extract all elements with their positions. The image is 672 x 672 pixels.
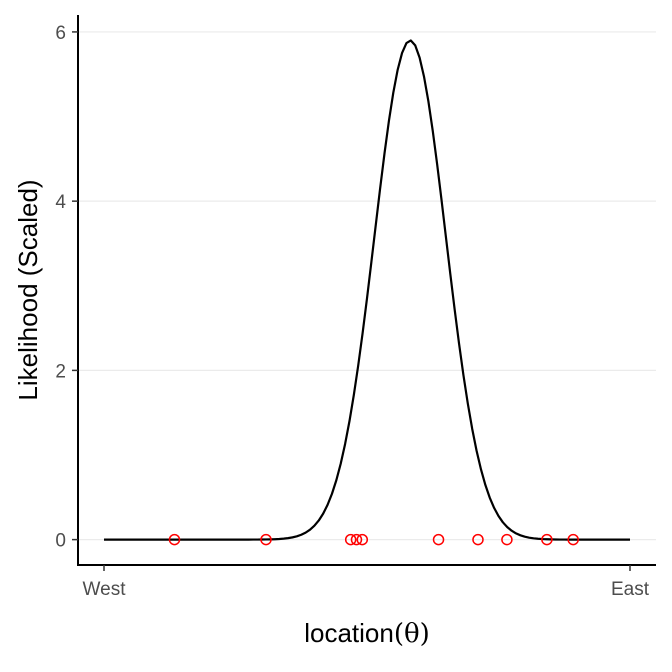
- likelihood-curve-layer: [104, 39, 630, 541]
- observation-point: [168, 533, 181, 546]
- grid-lines: [78, 31, 656, 541]
- observation-point: [260, 533, 272, 546]
- observation-point: [472, 533, 484, 546]
- observation-point: [432, 533, 445, 546]
- observation-point: [344, 533, 357, 546]
- x-axis-title-text: location: [304, 618, 394, 648]
- y-tick-label-2: 2: [55, 361, 66, 382]
- observation-point: [541, 533, 553, 546]
- y-tick-label-4: 4: [55, 192, 66, 213]
- observation-points: [168, 533, 579, 546]
- x-tick-label-east: East: [611, 579, 650, 600]
- x-axis-title: location(θ): [304, 618, 430, 649]
- x-tick-label-west: West: [83, 579, 127, 600]
- axes: [77, 15, 656, 566]
- y-tick-label-6: 6: [55, 23, 66, 44]
- observation-point: [567, 533, 579, 546]
- y-tick-label-0: 0: [55, 531, 66, 552]
- axis-ticks: 0 2 4 6 West East: [55, 23, 649, 600]
- observation-point: [350, 533, 363, 546]
- y-axis-title: Likelihood (Scaled): [13, 179, 43, 400]
- observation-point: [356, 533, 369, 546]
- likelihood-curve: [104, 39, 630, 541]
- observation-point: [501, 533, 513, 546]
- x-axis-title-symbol: (θ): [394, 619, 430, 649]
